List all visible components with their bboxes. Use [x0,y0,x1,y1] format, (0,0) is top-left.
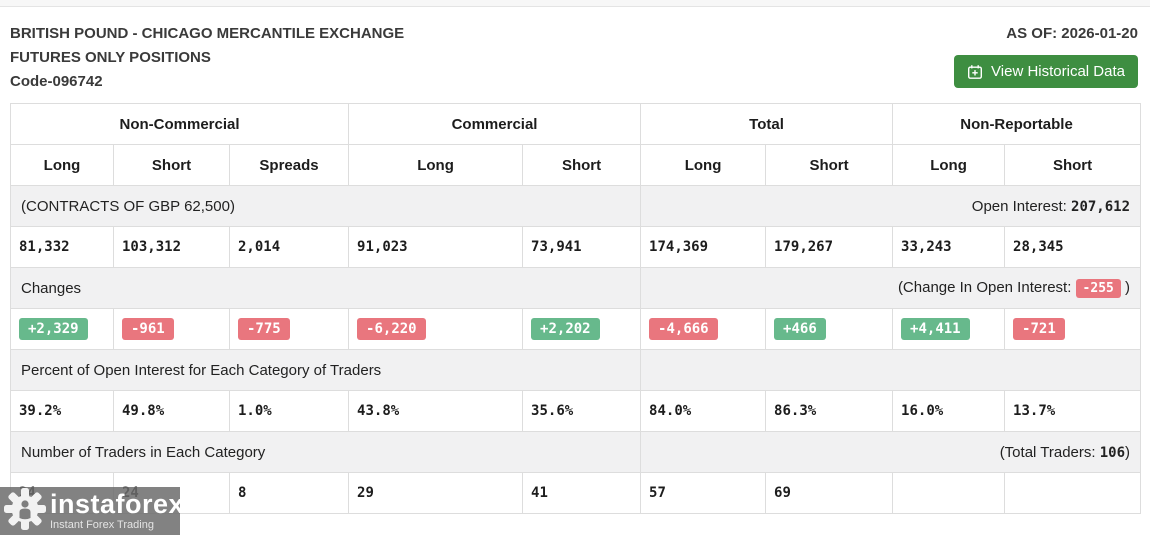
report-subtitle: FUTURES ONLY POSITIONS [10,49,211,66]
percent-value: 35.6% [522,390,642,432]
positions-row: 81,332 103,312 2,014 91,023 73,941 174,3… [10,226,1142,268]
position-value: 81,332 [10,226,114,268]
report-header: BRITISH POUND - CHICAGO MERCANTILE EXCHA… [0,7,1150,103]
percent-value: 43.8% [348,390,524,432]
total-traders-cell: (Total Traders: 106) [640,431,1142,473]
change-badge: -961 [122,318,174,340]
percent-label: Percent of Open Interest for Each Catego… [9,349,642,391]
cot-table: Non-Commercial Commercial Total Non-Repo… [9,103,1142,514]
change-badge: +466 [774,318,826,340]
total-traders-label: (Total Traders: [999,443,1096,461]
change-badge: -775 [238,318,290,340]
col-header: Short [522,144,642,186]
top-divider [0,0,1150,7]
position-value: 91,023 [348,226,524,268]
percent-label-spacer [640,349,1142,391]
position-value: 33,243 [892,226,1006,268]
percent-row: 39.2% 49.8% 1.0% 43.8% 35.6% 84.0% 86.3%… [10,390,1142,432]
view-historical-data-label: View Historical Data [991,63,1125,80]
traders-label-row: Number of Traders in Each Category (Tota… [9,431,1142,473]
group-non-reportable: Non-Reportable [892,103,1142,145]
col-header: Spreads [228,144,350,186]
position-value: 179,267 [765,226,894,268]
percent-value: 16.0% [892,390,1006,432]
percent-value: 13.7% [1004,390,1142,432]
contracts-label: (CONTRACTS OF GBP 62,500) [9,185,642,227]
change-badge: -6,220 [357,318,426,340]
change-badge: +4,411 [901,318,970,340]
instaforex-gear-logo-icon [4,487,46,536]
total-traders-value: 106 [1099,444,1126,461]
column-header-row: Long Short Spreads Long Short Long Short… [10,144,1142,186]
change-oi-label: (Change In Open Interest: [897,278,1072,296]
change-oi-badge: -255 [1075,278,1121,298]
group-commercial: Commercial [348,103,642,145]
col-header: Long [892,144,1006,186]
traders-value: 29 [348,472,524,514]
group-total: Total [640,103,894,145]
position-value: 73,941 [522,226,642,268]
changes-label-row: Changes (Change In Open Interest: -255 ) [9,267,1142,309]
report-code: Code-096742 [10,73,103,90]
group-non-commercial: Non-Commercial [9,103,350,145]
col-header: Short [1004,144,1142,186]
calendar-plus-icon [967,64,983,80]
percent-value: 86.3% [765,390,894,432]
change-open-interest-cell: (Change In Open Interest: -255 ) [640,267,1142,309]
percent-value: 49.8% [113,390,230,432]
changes-row: +2,329 -961 -775 -6,220 +2,202 -4,666 +4… [10,308,1142,350]
change-badge: +2,202 [531,318,600,340]
traders-label: Number of Traders in Each Category [9,431,642,473]
traders-value: 41 [522,472,642,514]
contracts-row: (CONTRACTS OF GBP 62,500) Open Interest:… [9,185,1142,227]
percent-value: 84.0% [640,390,767,432]
watermark-tagline: Instant Forex Trading [50,519,154,531]
position-value: 28,345 [1004,226,1142,268]
instaforex-watermark: instaforex Instant Forex Trading [0,487,184,536]
position-value: 103,312 [113,226,230,268]
view-historical-data-button[interactable]: View Historical Data [954,55,1138,88]
col-header: Long [10,144,114,186]
traders-value [1004,472,1142,514]
change-badge: +2,329 [19,318,88,340]
total-traders-suffix: ) [1125,443,1131,461]
traders-value: 8 [228,472,350,514]
position-value: 174,369 [640,226,767,268]
group-header-row: Non-Commercial Commercial Total Non-Repo… [9,103,1142,145]
percent-value: 1.0% [228,390,350,432]
percent-value: 39.2% [10,390,114,432]
open-interest-value: 207,612 [1071,198,1131,215]
change-badge: -4,666 [649,318,718,340]
traders-value [892,472,1006,514]
col-header: Long [640,144,767,186]
open-interest-cell: Open Interest: 207,612 [640,185,1142,227]
changes-label: Changes [9,267,642,309]
change-badge: -721 [1013,318,1065,340]
report-title: BRITISH POUND - CHICAGO MERCANTILE EXCHA… [10,25,405,42]
percent-label-row: Percent of Open Interest for Each Catego… [9,349,1142,391]
change-oi-suffix: ) [1125,278,1131,296]
traders-value: 69 [765,472,894,514]
col-header: Long [348,144,524,186]
as-of-date: AS OF: 2026-01-20 [1006,25,1138,42]
col-header: Short [113,144,230,186]
traders-value: 57 [640,472,767,514]
col-header: Short [765,144,894,186]
watermark-brand-name: instaforex [50,489,185,519]
open-interest-label: Open Interest: [971,197,1067,215]
position-value: 2,014 [228,226,350,268]
